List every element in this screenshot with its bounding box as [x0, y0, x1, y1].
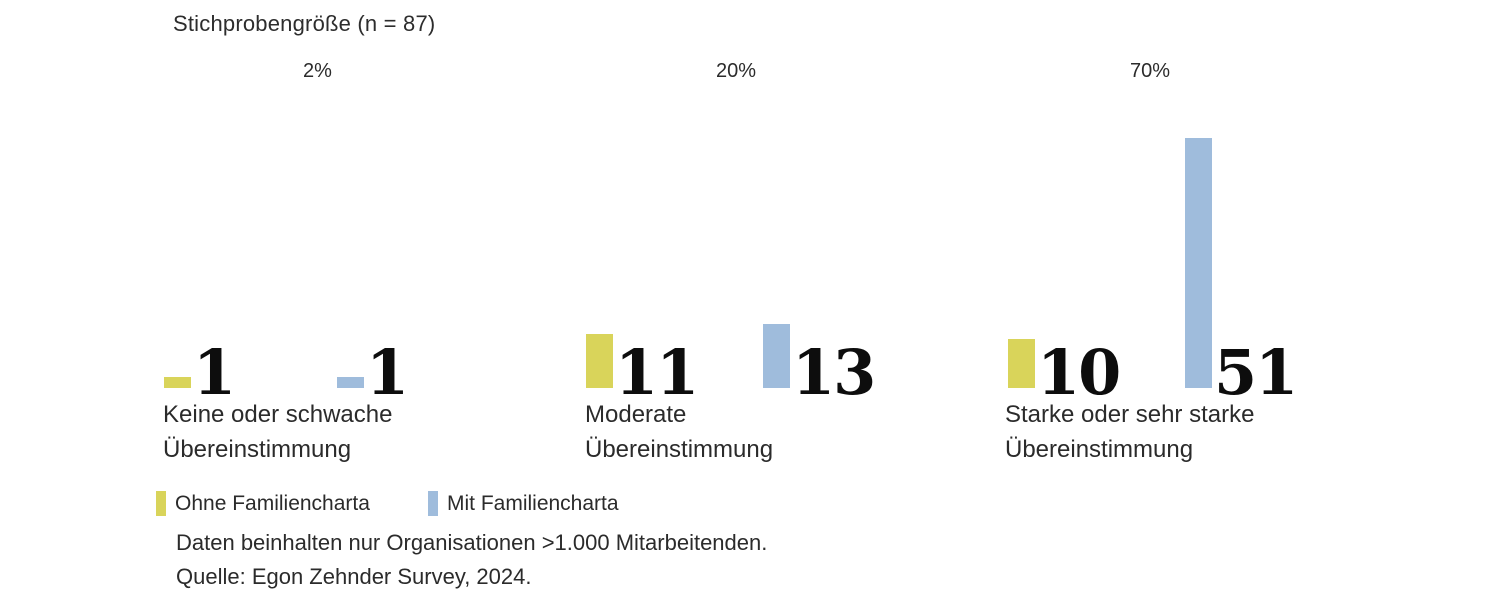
- group-percent-label: 20%: [716, 60, 757, 82]
- bar-value-label: 11: [615, 336, 699, 409]
- footnote-source: Quelle: Egon Zehnder Survey, 2024.: [176, 564, 532, 589]
- category-label: Keine oder schwache Übereinstimmung: [163, 401, 393, 463]
- bar-ohne-familiencharta: [164, 377, 191, 388]
- chart-title: Stichprobengröße (n = 87): [173, 11, 436, 36]
- bar-mit-familiencharta: [1185, 138, 1212, 388]
- group-percent-label: 70%: [1130, 60, 1171, 82]
- bar-value-label: 10: [1037, 336, 1121, 409]
- category-label: Starke oder sehr starke Übereinstimmung: [1005, 401, 1255, 463]
- bar-mit-familiencharta: [763, 324, 790, 388]
- bar-mit-familiencharta: [337, 377, 364, 388]
- bar-ohne-familiencharta: [1008, 339, 1035, 388]
- legend-item: Mit Familiencharta: [428, 491, 619, 516]
- legend-swatch-icon: [428, 491, 438, 516]
- legend-label: Ohne Familiencharta: [175, 491, 370, 515]
- legend-item: Ohne Familiencharta: [156, 491, 370, 516]
- legend-label: Mit Familiencharta: [447, 491, 619, 515]
- bar-value-label: 1: [366, 336, 409, 409]
- group-percent-label: 2%: [303, 60, 332, 82]
- bar-ohne-familiencharta: [586, 334, 613, 388]
- bar-value-label: 1: [193, 336, 236, 409]
- footnote-data-scope: Daten beinhalten nur Organisationen >1.0…: [176, 530, 768, 555]
- footnotes: Daten beinhalten nur Organisationen >1.0…: [176, 526, 767, 594]
- legend-swatch-icon: [156, 491, 166, 516]
- bar-value-label: 13: [792, 336, 876, 409]
- category-label: Moderate Übereinstimmung: [585, 401, 774, 463]
- bar-value-label: 51: [1214, 336, 1298, 409]
